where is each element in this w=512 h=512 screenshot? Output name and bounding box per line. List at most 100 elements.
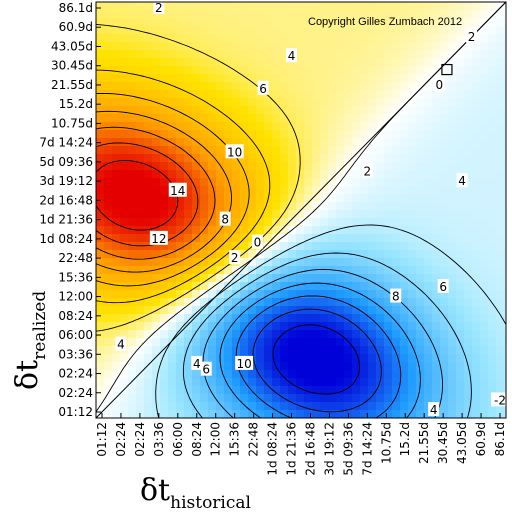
heatmap-cell [104,226,113,235]
heatmap-cell [280,202,289,211]
heatmap-cell [432,218,441,227]
heatmap-cell [112,122,121,131]
heatmap-cell [280,162,289,171]
heatmap-cell [200,98,209,107]
heatmap-cell [240,298,249,307]
heatmap-cell [96,346,105,355]
heatmap-cell [328,274,337,283]
heatmap-cell [112,42,121,51]
heatmap-cell [472,370,481,379]
heatmap-cell [224,34,233,43]
heatmap-cell [144,394,153,403]
heatmap-cell [120,34,129,43]
heatmap-cell [304,258,313,267]
heatmap-cell [176,242,185,251]
heatmap-cell [312,138,321,147]
heatmap-cell [184,18,193,27]
heatmap-cell [128,66,137,75]
heatmap-cell [328,242,337,251]
heatmap-cell [288,362,297,371]
heatmap-cell [160,218,169,227]
heatmap-cell [264,266,273,275]
heatmap-cell [504,10,506,19]
heatmap-cell [480,210,489,219]
heatmap-cell [408,242,417,251]
heatmap-cell [400,298,409,307]
heatmap-cell [200,386,209,395]
heatmap-cell [392,42,401,51]
heatmap-cell [448,354,457,363]
heatmap-cell [432,146,441,155]
heatmap-cell [288,74,297,83]
heatmap-cell [408,234,417,243]
y-axis-subscript: realized [30,291,50,360]
heatmap-cell [200,282,209,291]
heatmap-cell [488,250,497,259]
heatmap-cell [160,274,169,283]
svg-text:0: 0 [254,236,262,250]
heatmap-cell [120,50,129,59]
heatmap-cell [264,42,273,51]
heatmap-cell [496,314,505,323]
heatmap-cell [376,146,385,155]
heatmap-cell [448,50,457,59]
heatmap-cell [504,330,506,339]
heatmap-cell [240,218,249,227]
y-tick-label: 1d 21:36 [39,213,93,227]
heatmap-cell [232,138,241,147]
heatmap-cell [344,194,353,203]
heatmap-cell [128,74,137,83]
heatmap-cell [352,370,361,379]
heatmap-cell [232,210,241,219]
heatmap-cell [328,210,337,219]
heatmap-cell [304,202,313,211]
heatmap-cell [432,266,441,275]
heatmap-cell [112,18,121,27]
heatmap-cell [360,186,369,195]
heatmap-cell [440,34,449,43]
heatmap-cell [152,130,161,139]
heatmap-cell [216,130,225,139]
heatmap-cell [200,298,209,307]
heatmap-cell [432,202,441,211]
heatmap-cell [304,82,313,91]
heatmap-cell [440,210,449,219]
heatmap-cell [360,58,369,67]
heatmap-cell [464,178,473,187]
heatmap-cell [232,234,241,243]
heatmap-cell [256,330,265,339]
heatmap-cell [200,250,209,259]
heatmap-cell [480,282,489,291]
x-tick-label: 10.75d [379,422,393,464]
heatmap-cell [408,74,417,83]
heatmap-cell [224,82,233,91]
heatmap-cell [128,298,137,307]
heatmap-cell [296,362,305,371]
heatmap-cell [232,50,241,59]
heatmap-cell [344,42,353,51]
heatmap-cell [472,10,481,19]
heatmap-cell [200,2,209,11]
svg-text:4: 4 [288,49,296,63]
heatmap-cell [328,330,337,339]
heatmap-cell [472,362,481,371]
heatmap-cell [488,26,497,35]
heatmap-cell [352,130,361,139]
heatmap-cell [488,162,497,171]
heatmap-cell [224,154,233,163]
heatmap-cell [488,130,497,139]
heatmap-cell [104,242,113,251]
heatmap-cell [464,298,473,307]
heatmap-cell [192,138,201,147]
heatmap-cell [136,34,145,43]
heatmap-cell [472,282,481,291]
heatmap-cell [272,74,281,83]
heatmap-cell [504,362,506,371]
heatmap-cell [240,98,249,107]
heatmap-cell [208,306,217,315]
heatmap-cell [376,322,385,331]
heatmap-cell [320,2,329,11]
heatmap-cell [216,378,225,387]
heatmap-cell [144,242,153,251]
heatmap-cell [392,338,401,347]
